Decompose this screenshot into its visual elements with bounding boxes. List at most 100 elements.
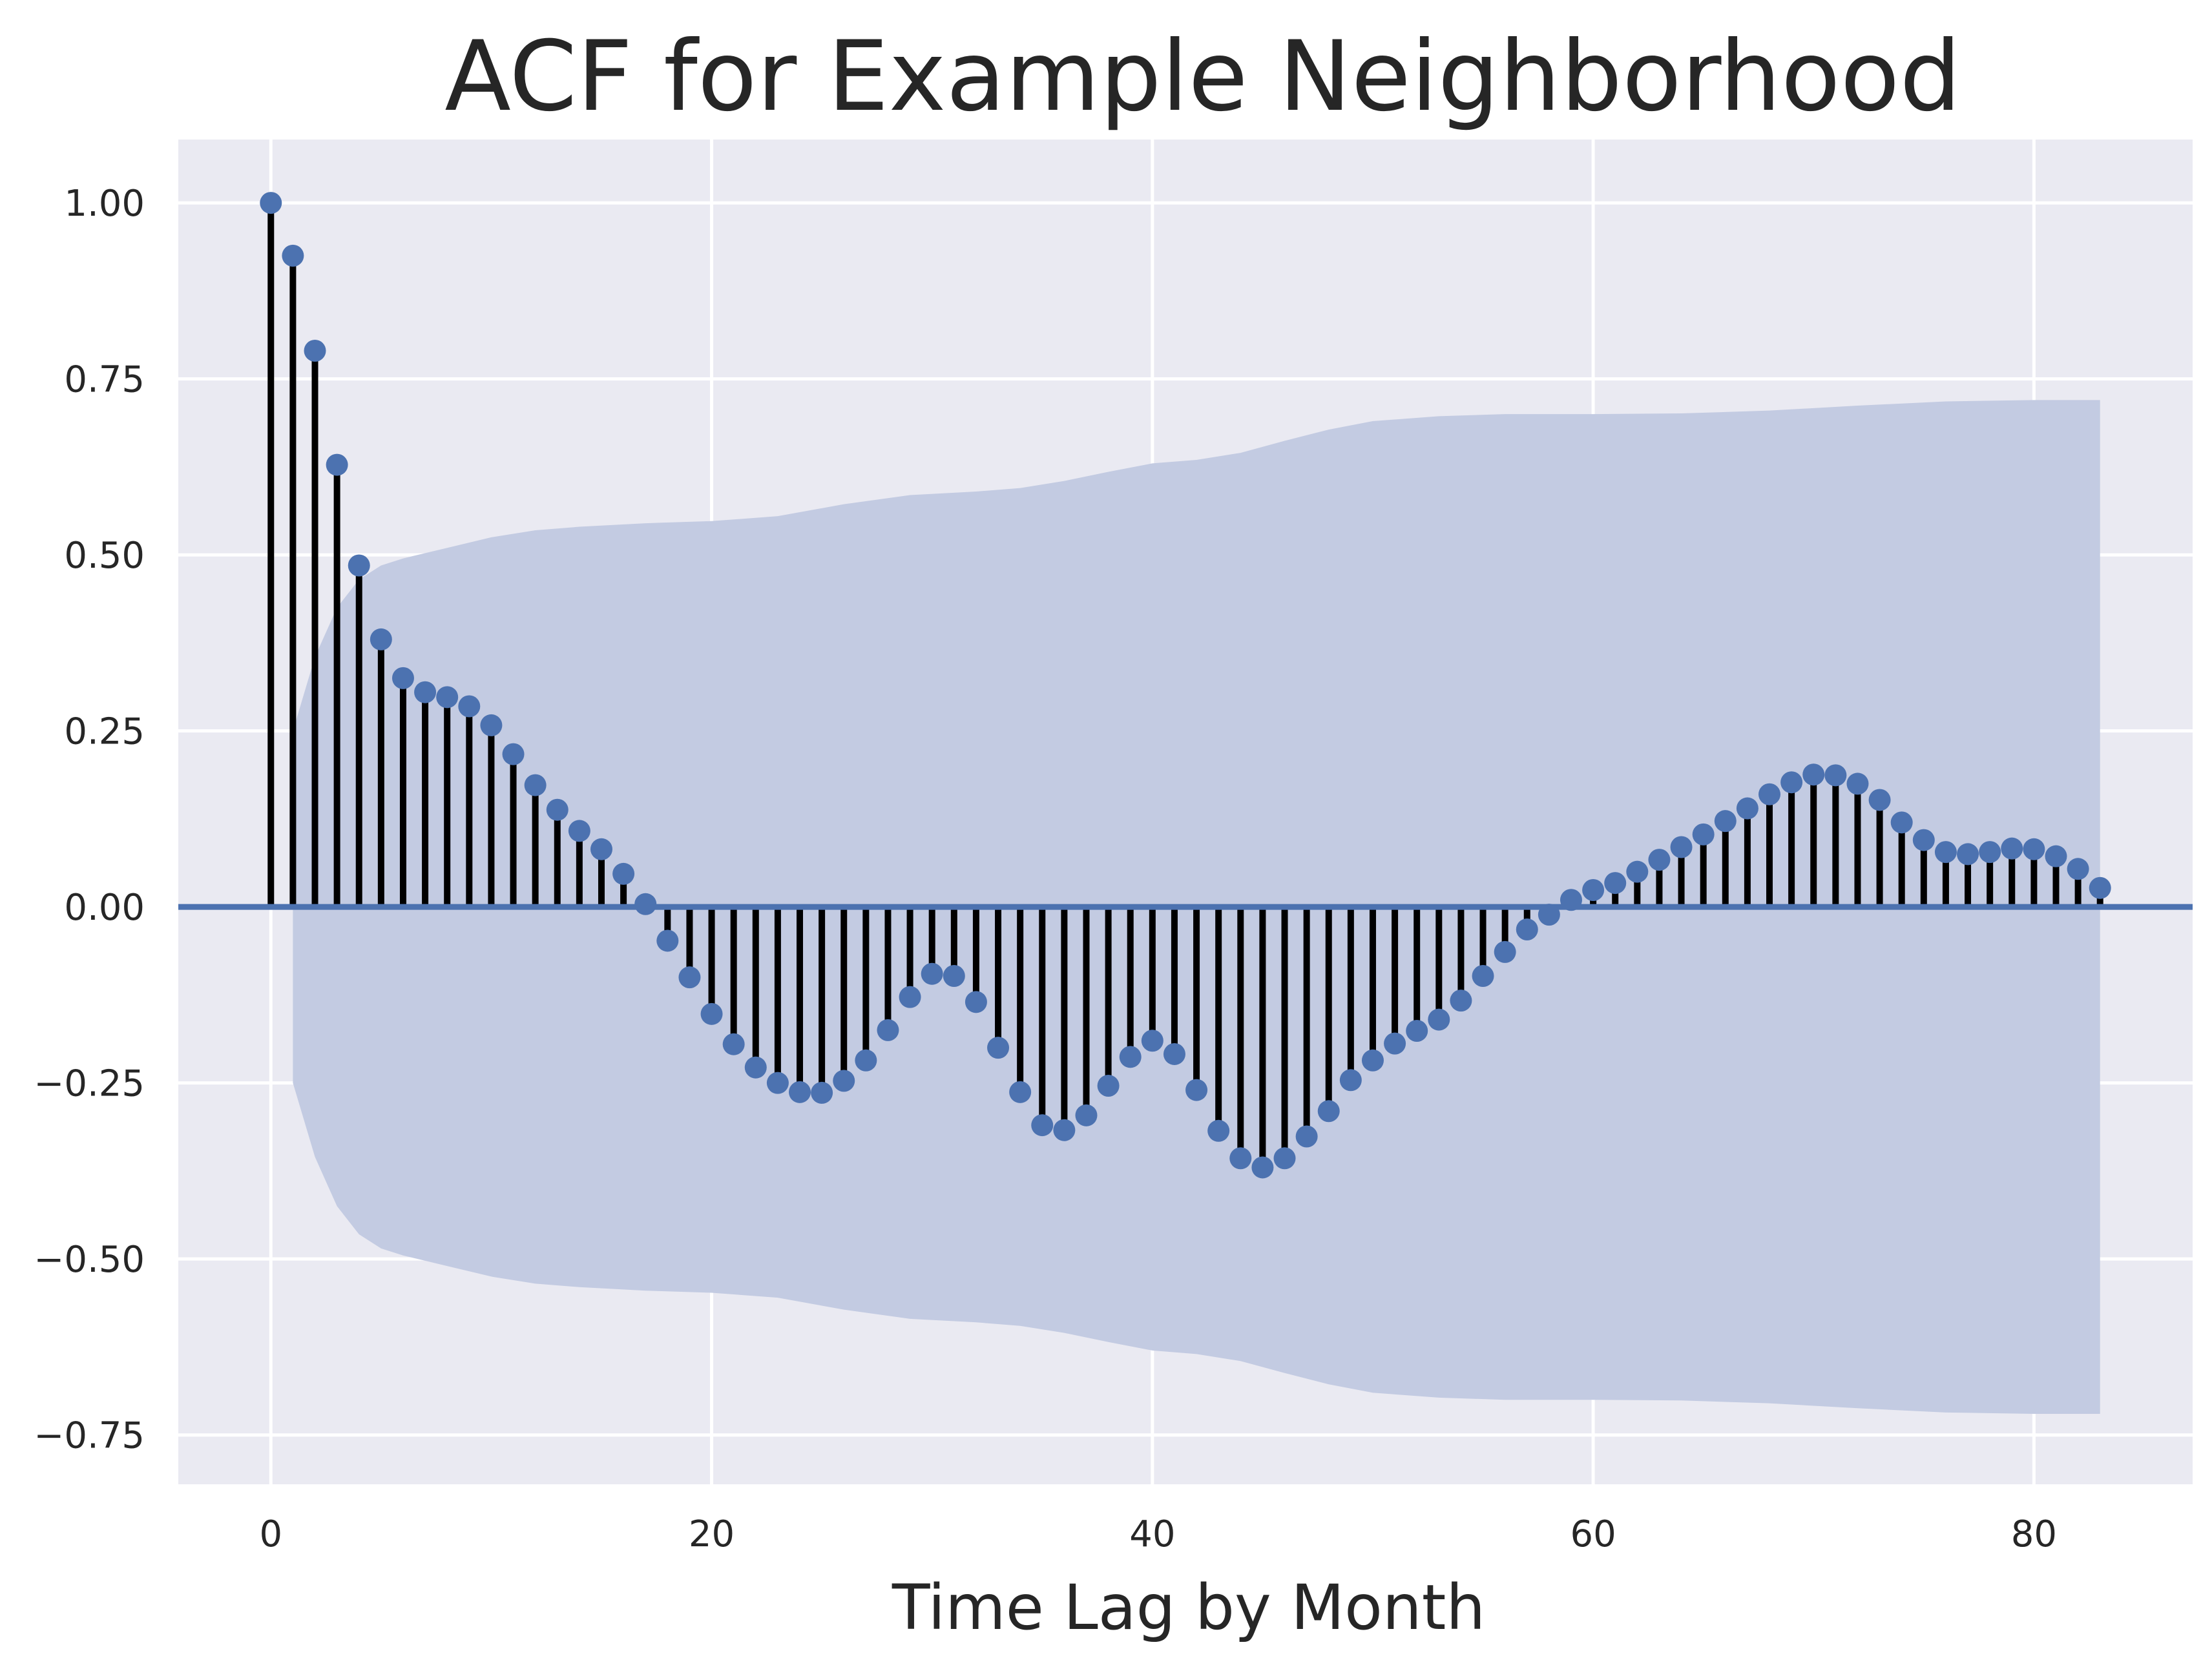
x-tick-label: 20 — [689, 1513, 735, 1555]
acf-point — [1957, 843, 1979, 866]
acf-point — [370, 628, 392, 650]
acf-point — [524, 774, 547, 796]
acf-point — [722, 1033, 745, 1055]
acf-point — [1339, 1069, 1362, 1092]
acf-point — [1273, 1147, 1296, 1170]
acf-point — [612, 862, 635, 885]
acf-point — [1384, 1032, 1406, 1055]
acf-markers — [260, 192, 2111, 1179]
acf-point — [656, 929, 679, 952]
y-axis-ticks: 1.00 0.75 0.50 0.25 0.00 −0.25 −0.50 −0.75 — [34, 183, 145, 1457]
acf-point — [348, 554, 370, 577]
acf-point — [1119, 1046, 1142, 1068]
acf-point — [678, 966, 701, 989]
y-tick-label: 0.25 — [64, 711, 145, 753]
acf-point — [546, 798, 569, 821]
acf-point — [855, 1049, 877, 1072]
acf-point — [1934, 841, 1957, 864]
x-tick-label: 40 — [1129, 1513, 1175, 1555]
acf-point — [1141, 1030, 1163, 1052]
acf-point — [1317, 1100, 1340, 1123]
acf-point — [1846, 772, 1869, 795]
acf-point — [1229, 1147, 1252, 1170]
acf-point — [1295, 1125, 1318, 1148]
acf-point — [899, 986, 921, 1008]
y-tick-label: 0.75 — [64, 359, 145, 401]
acf-point — [1450, 990, 1472, 1012]
acf-point — [1714, 810, 1737, 833]
x-tick-label: 0 — [259, 1513, 282, 1555]
acf-point — [1604, 872, 1627, 895]
acf-point — [1494, 940, 1516, 963]
y-tick-label: −0.50 — [34, 1239, 145, 1281]
acf-point — [1780, 771, 1803, 794]
acf-point — [1802, 763, 1825, 786]
acf-point — [1692, 823, 1715, 845]
acf-point — [282, 244, 304, 267]
acf-point — [1516, 918, 1538, 941]
acf-point — [1163, 1042, 1185, 1065]
x-axis-ticks: 0 20 40 60 80 — [259, 1513, 2057, 1555]
acf-point — [1670, 836, 1693, 858]
acf-point — [1582, 878, 1605, 901]
y-tick-label: −0.25 — [34, 1063, 145, 1105]
acf-point — [1824, 764, 1847, 787]
acf-point — [1207, 1119, 1230, 1142]
acf-point — [789, 1081, 811, 1103]
y-tick-label: 0.50 — [64, 535, 145, 577]
x-tick-label: 80 — [2011, 1513, 2057, 1555]
acf-point — [766, 1072, 789, 1094]
acf-point — [436, 686, 459, 709]
acf-point — [634, 893, 657, 915]
acf-point — [1428, 1008, 1450, 1031]
acf-point — [700, 1002, 723, 1025]
acf-point — [2067, 858, 2089, 880]
acf-point — [1979, 841, 2001, 864]
acf-point — [1758, 783, 1781, 805]
acf-point — [2089, 876, 2111, 899]
acf-point — [1648, 849, 1671, 871]
acf-point — [502, 743, 525, 765]
acf-point — [987, 1037, 1010, 1059]
acf-point — [877, 1019, 899, 1041]
acf-point — [744, 1056, 767, 1079]
acf-point — [1626, 860, 1649, 883]
acf-point — [1097, 1075, 1120, 1097]
y-tick-label: −0.75 — [34, 1415, 145, 1457]
acf-point — [1912, 829, 1935, 851]
y-tick-label: 1.00 — [64, 183, 145, 225]
x-axis-label: Time Lag by Month — [892, 1571, 1485, 1644]
acf-point — [480, 714, 503, 736]
acf-point — [2045, 845, 2067, 867]
acf-point — [326, 453, 348, 476]
acf-point — [1251, 1156, 1274, 1179]
acf-point — [943, 964, 965, 987]
acf-point — [1031, 1114, 1054, 1137]
acf-point — [921, 962, 943, 985]
acf-point — [458, 695, 481, 718]
acf-point — [590, 838, 612, 860]
acf-point — [1361, 1049, 1384, 1072]
acf-point — [260, 192, 282, 214]
acf-point — [1560, 889, 1582, 911]
acf-point — [2023, 838, 2045, 860]
acf-point — [1009, 1081, 1032, 1103]
acf-point — [833, 1070, 855, 1092]
acf-point — [1890, 811, 1913, 834]
y-tick-label: 0.00 — [64, 887, 145, 929]
acf-point — [1053, 1119, 1076, 1141]
acf-point — [414, 681, 437, 703]
chart-title: ACF for Example Neighborhood — [444, 21, 1961, 133]
acf-point — [568, 820, 590, 842]
x-tick-label: 60 — [1570, 1513, 1616, 1555]
acf-point — [1538, 904, 1560, 926]
acf-point — [1472, 964, 1494, 987]
acf-point — [2001, 837, 2023, 860]
acf-point — [1075, 1104, 1098, 1126]
acf-point — [304, 340, 326, 362]
acf-point — [811, 1081, 833, 1104]
acf-point — [1406, 1020, 1428, 1042]
acf-point — [1868, 789, 1891, 811]
acf-point — [391, 667, 414, 689]
